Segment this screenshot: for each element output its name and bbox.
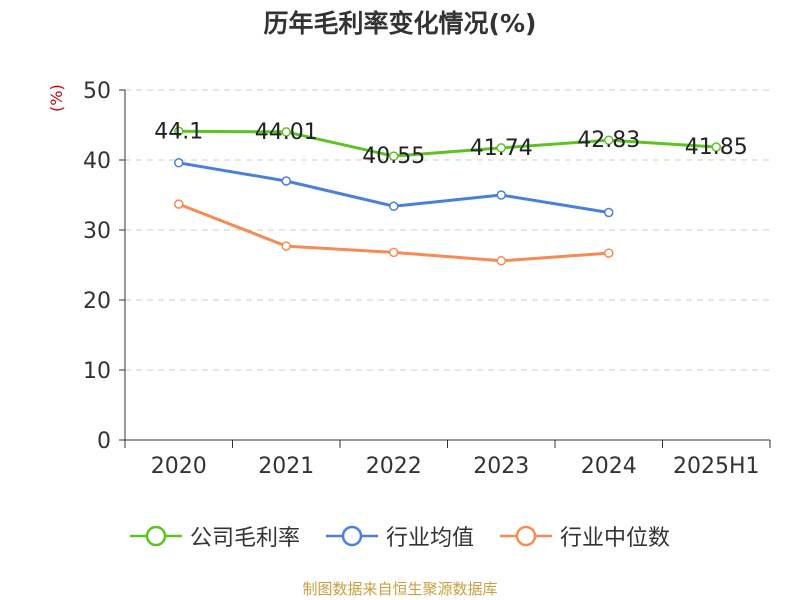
data-point-0-0 bbox=[174, 126, 184, 137]
axes: 0 10 20 30 40 50 2020 2021 2022 2023 2024 2025H1 bbox=[83, 79, 771, 479]
data-labels: 44.1 44.01 40.55 41.74 42.83 41.85 bbox=[154, 119, 747, 169]
data-point-1-2 bbox=[389, 201, 399, 211]
data-point-2-1 bbox=[281, 241, 291, 251]
data-point-2-4 bbox=[604, 248, 614, 258]
data-label-0-1: 44.01 bbox=[255, 120, 318, 145]
legend-swatch-icon bbox=[129, 525, 182, 547]
legend-item-1[interactable]: 行业均值 bbox=[325, 520, 474, 552]
legend-label: 公司毛利率 bbox=[189, 526, 300, 551]
data-label-0-5: 41.85 bbox=[685, 135, 748, 160]
legend-item-0[interactable]: 公司毛利率 bbox=[129, 520, 300, 552]
y-tick-label-40: 40 bbox=[83, 149, 111, 174]
data-point-0-2 bbox=[389, 151, 399, 161]
x-tick-label-2021: 2021 bbox=[258, 454, 314, 479]
y-tick-label-50: 50 bbox=[83, 79, 111, 104]
x-tick-label-2020: 2020 bbox=[151, 454, 207, 479]
data-label-0-3: 41.74 bbox=[470, 136, 533, 161]
legend-swatch-icon bbox=[325, 525, 378, 547]
data-point-1-3 bbox=[496, 190, 506, 200]
data-point-1-0 bbox=[174, 158, 184, 168]
data-label-0-2: 40.55 bbox=[362, 144, 425, 169]
y-tick-label-30: 30 bbox=[83, 219, 111, 244]
x-tick-label-2024: 2024 bbox=[581, 454, 637, 479]
x-tick-label-2022: 2022 bbox=[366, 454, 422, 479]
legend-label: 行业均值 bbox=[385, 526, 474, 551]
legend-swatch-icon bbox=[500, 525, 552, 547]
data-label-0-0: 44.1 bbox=[154, 119, 203, 144]
data-point-0-4 bbox=[604, 135, 614, 145]
legend-item-2[interactable]: 行业中位数 bbox=[500, 520, 670, 552]
data-point-1-1 bbox=[281, 176, 291, 186]
legend-label: 行业中位数 bbox=[560, 526, 671, 551]
y-tick-label-20: 20 bbox=[83, 289, 111, 314]
y-tick-label-10: 10 bbox=[83, 359, 111, 384]
series-lines bbox=[174, 126, 721, 266]
series-line-0 bbox=[178, 129, 717, 158]
data-point-0-1 bbox=[281, 127, 291, 137]
data-point-2-2 bbox=[389, 247, 399, 258]
x-tick-label-2025H1: 2025H1 bbox=[673, 454, 760, 479]
source-note: 制图数据来自恒生聚源数据库 bbox=[302, 580, 498, 598]
x-tick-label-2023: 2023 bbox=[473, 454, 529, 479]
chart-title: 历年毛利率变化情况(%) bbox=[263, 9, 537, 38]
legend: 公司毛利率 行业均值 行业中位数 bbox=[0, 520, 800, 552]
data-point-2-0 bbox=[174, 199, 184, 209]
grid-lines bbox=[125, 89, 770, 371]
data-point-1-4 bbox=[604, 207, 614, 218]
data-point-0-3 bbox=[496, 143, 506, 153]
data-label-0-4: 42.83 bbox=[577, 128, 640, 153]
data-point-2-3 bbox=[496, 256, 506, 266]
y-tick-label-0: 0 bbox=[97, 429, 111, 454]
data-point-0-5 bbox=[711, 142, 721, 152]
